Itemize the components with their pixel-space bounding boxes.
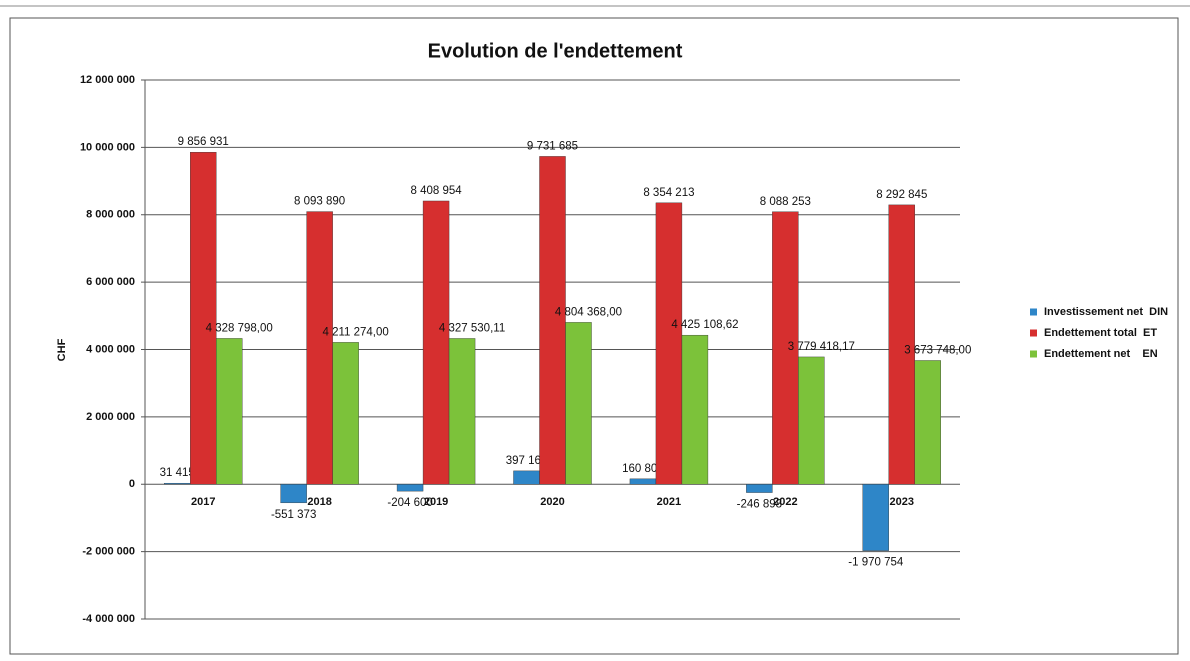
data-label: 8 408 954 <box>410 185 462 197</box>
bar <box>332 342 359 485</box>
data-label: 4 425 108,62 <box>671 319 738 331</box>
legend-label: Investissement net DIN <box>1044 306 1168 318</box>
data-label: 397 164 <box>506 455 548 467</box>
data-label: 9 856 931 <box>178 136 229 148</box>
data-label: 8 088 253 <box>760 196 811 208</box>
x-tick-label: 2023 <box>890 496 914 508</box>
data-label: 8 354 213 <box>643 187 694 199</box>
bar <box>862 484 889 551</box>
bar <box>772 211 799 485</box>
data-label: 4 804 368,00 <box>555 306 622 318</box>
bar <box>629 478 657 485</box>
bar <box>396 484 424 492</box>
data-label: 8 093 890 <box>294 196 345 208</box>
bar <box>280 484 307 504</box>
data-label: 31 415 <box>160 467 195 479</box>
x-tick-label: 2020 <box>540 496 564 508</box>
legend-swatch <box>1030 350 1037 358</box>
bar <box>914 360 941 485</box>
bar <box>681 334 709 485</box>
bar <box>798 356 825 485</box>
bar <box>565 322 592 485</box>
y-tick-label: 12 000 000 <box>80 74 135 86</box>
bar <box>306 211 333 485</box>
data-label: -551 373 <box>271 509 316 521</box>
y-tick-label: 2 000 000 <box>86 411 135 423</box>
y-tick-label: 0 <box>129 478 135 490</box>
y-tick-label: 4 000 000 <box>86 343 135 355</box>
x-tick-label: 2019 <box>424 496 448 508</box>
legend-swatch <box>1030 308 1037 316</box>
x-tick-label: 2021 <box>657 496 681 508</box>
x-tick-label: 2018 <box>307 496 331 508</box>
bar <box>448 338 476 485</box>
chart-title: Evolution de l'endettement <box>428 40 683 62</box>
data-label: 160 800 <box>622 463 664 475</box>
bar <box>655 202 683 485</box>
y-tick-label: -4 000 000 <box>82 613 135 625</box>
legend-swatch <box>1030 329 1037 337</box>
data-label: 9 731 685 <box>527 140 578 152</box>
y-axis-label: CHF <box>56 338 68 361</box>
bar <box>513 470 540 485</box>
bar <box>746 484 773 493</box>
y-tick-label: 10 000 000 <box>80 141 135 153</box>
data-label: -204 600 <box>387 497 432 509</box>
y-tick-label: 6 000 000 <box>86 276 135 288</box>
data-label: 4 328 798,00 <box>206 322 273 334</box>
x-tick-label: 2022 <box>773 496 797 508</box>
chart-border <box>9 17 1179 655</box>
data-label: 8 292 845 <box>876 189 927 201</box>
data-label: 4 211 274,00 <box>322 326 388 338</box>
bar <box>216 338 243 485</box>
bar <box>422 200 450 485</box>
data-label: 3 779 418,17 <box>788 341 855 353</box>
bar <box>164 482 191 485</box>
bar <box>539 156 566 485</box>
data-label: -246 898 <box>737 499 782 511</box>
y-tick-label: 8 000 000 <box>86 209 135 221</box>
y-tick-label: -2 000 000 <box>82 546 135 558</box>
x-tick-label: 2017 <box>191 496 215 508</box>
data-label: 3 673 748,00 <box>904 345 971 357</box>
bar <box>888 204 915 485</box>
data-label: 4 327 530,11 <box>439 322 505 334</box>
bar <box>190 151 217 485</box>
data-label: -1 970 754 <box>848 557 904 569</box>
legend-label: Endettement net EN <box>1044 348 1158 360</box>
legend-label: Endettement total ET <box>1044 327 1157 339</box>
